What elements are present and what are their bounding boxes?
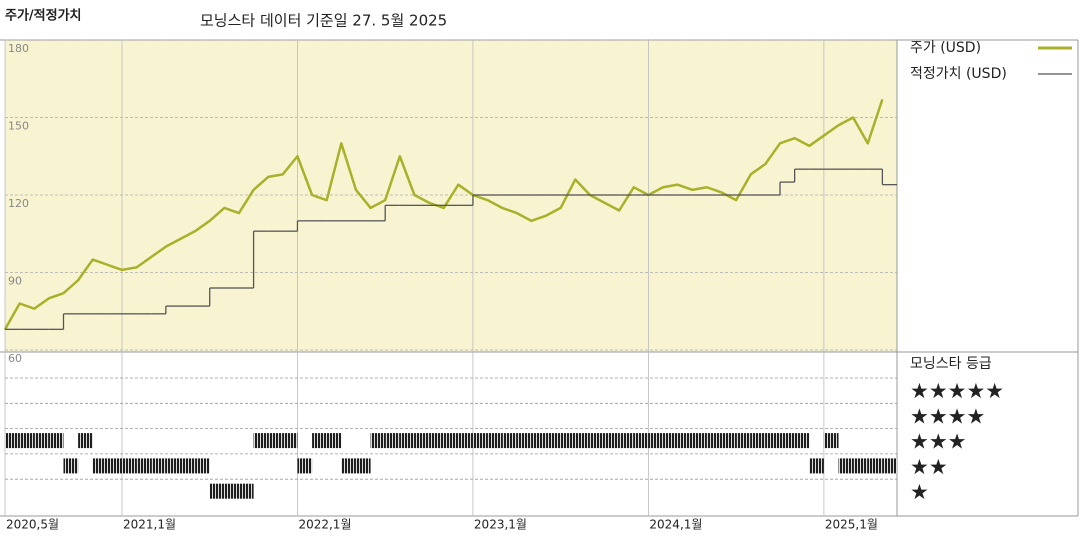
rating-bar [706,433,722,449]
rating-bar [750,433,766,449]
rating-bar [867,458,883,474]
rating-bar [209,483,225,499]
rating-bar [107,458,122,474]
rating-bar [721,433,737,449]
x-tick-label: 2025,1월 [825,518,878,532]
y-tick-label: 90 [8,275,22,288]
rating-bar [136,458,152,474]
legend-label: 주가 (USD) [910,40,981,56]
rating-label: ★★★ [910,430,966,454]
chart-subtitle: 모닝스타 데이터 기준일 27. 5월 2025 [200,12,447,30]
rating-bar [165,458,181,474]
price-line [3,99,884,330]
rating-label: ★★★★★ [910,379,1004,403]
rating-label: ★★ [910,455,948,479]
rating-bar [92,458,108,474]
rating-label: ★ [910,480,929,504]
rating-bar [458,433,473,449]
rating-bar [487,433,503,449]
rating-bar [312,433,327,449]
rating-bar [692,433,707,449]
rating-bar [224,483,239,499]
rating-bar [472,433,488,449]
rating-bar [604,433,620,449]
rating-bar [502,433,517,449]
rating-bar [516,433,532,449]
rating-bar [399,433,415,449]
rating-bar [268,433,283,449]
x-tick-label: 2020,5월 [6,518,59,532]
rating-bar [326,433,342,449]
rating-bar [151,458,166,474]
y-tick-label: 180 [8,42,29,55]
rating-bar [677,433,693,449]
rating-bar [63,458,79,474]
rating-bar [648,433,664,449]
x-tick-label: 2022,1월 [298,518,351,532]
chart-title: 주가/적정가치 [5,8,82,24]
rating-bar [736,433,751,449]
rating-bar [663,433,678,449]
rating-bar [121,458,137,474]
rating-bar [195,458,210,474]
x-tick-label: 2023,1월 [474,518,527,532]
x-tick-label: 2024,1월 [649,518,702,532]
rating-bar [5,433,20,449]
rating-bar [838,458,854,474]
rating-bar [370,433,386,449]
x-tick-label: 2021,1월 [123,518,176,532]
rating-bar [355,458,371,474]
rating-bar [238,483,254,499]
rating-bar [429,433,444,449]
rating-bar [443,433,459,449]
rating-bar [765,433,781,449]
y-tick-label: 150 [8,120,29,133]
rating-bar [633,433,649,449]
rating-bar [882,458,897,474]
legend-label: 적정가치 (USD) [910,66,1007,82]
rating-bar [853,458,868,474]
y-tick-label: 120 [8,197,29,210]
rating-bar [78,433,93,449]
rating-bar [823,433,839,449]
rating-bar [780,433,795,449]
rating-bar [48,433,64,449]
rating-bar [560,433,576,449]
rating-bar [34,433,49,449]
y-tick-label: 60 [8,352,22,365]
rating-bar [341,458,356,474]
rating-bar [414,433,430,449]
rating-bar [385,433,400,449]
rating-bar [809,458,824,474]
rating-bar [575,433,590,449]
rating-bar [794,433,810,449]
ratings-title: 모닝스타 등급 [910,356,992,372]
rating-bar [180,458,196,474]
rating-bar [19,433,35,449]
rating-bar [297,458,313,474]
rating-bar [546,433,561,449]
rating-bar [619,433,634,449]
rating-bar [589,433,605,449]
rating-bar [531,433,547,449]
rating-bar [282,433,298,449]
rating-label: ★★★★ [910,404,985,428]
rating-bar [253,433,269,449]
